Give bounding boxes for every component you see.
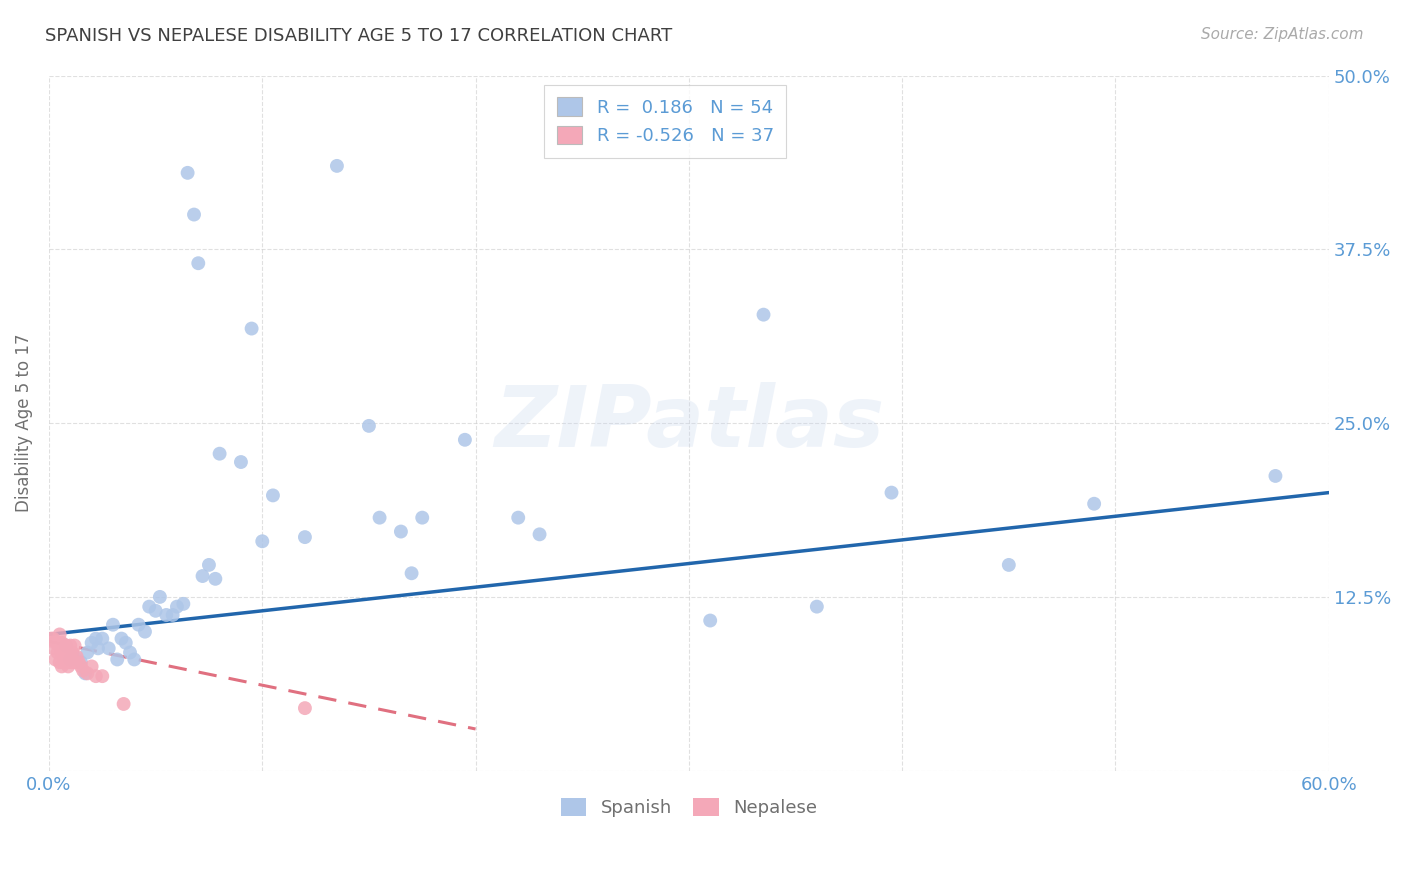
Point	[63, 655, 86, 669]
Point	[84, 632, 107, 646]
Point	[155, 607, 177, 622]
Point	[752, 308, 775, 322]
Point	[56, 655, 79, 669]
Point	[63, 649, 86, 664]
Point	[294, 701, 316, 715]
Y-axis label: Disability Age 5 to 17: Disability Age 5 to 17	[15, 334, 32, 512]
Point	[240, 321, 263, 335]
Point	[198, 558, 221, 572]
Point	[44, 652, 66, 666]
Point	[149, 590, 172, 604]
Point	[51, 659, 73, 673]
Point	[124, 652, 146, 666]
Point	[294, 530, 316, 544]
Point	[183, 208, 205, 222]
Point	[91, 669, 114, 683]
Point	[454, 433, 477, 447]
Point	[42, 632, 65, 646]
Point	[508, 510, 530, 524]
Point	[51, 646, 73, 660]
Point	[52, 655, 75, 669]
Point	[42, 641, 65, 656]
Point	[262, 488, 284, 502]
Point	[411, 510, 433, 524]
Point	[229, 455, 252, 469]
Point	[172, 597, 194, 611]
Point	[51, 636, 73, 650]
Point	[97, 641, 120, 656]
Point	[134, 624, 156, 639]
Point	[75, 666, 97, 681]
Point	[84, 669, 107, 683]
Point	[204, 572, 226, 586]
Point	[46, 646, 69, 660]
Point	[128, 617, 150, 632]
Point	[76, 666, 98, 681]
Point	[105, 652, 128, 666]
Point	[880, 485, 903, 500]
Point	[55, 639, 77, 653]
Text: SPANISH VS NEPALESE DISABILITY AGE 5 TO 17 CORRELATION CHART: SPANISH VS NEPALESE DISABILITY AGE 5 TO …	[45, 27, 672, 45]
Point	[76, 646, 98, 660]
Text: Source: ZipAtlas.com: Source: ZipAtlas.com	[1201, 27, 1364, 42]
Point	[59, 649, 82, 664]
Point	[59, 652, 82, 666]
Point	[62, 655, 84, 669]
Point	[48, 655, 70, 669]
Point	[80, 636, 103, 650]
Point	[56, 659, 79, 673]
Text: ZIPatlas: ZIPatlas	[494, 382, 884, 465]
Point	[699, 614, 721, 628]
Point	[67, 655, 90, 669]
Point	[252, 534, 274, 549]
Point	[529, 527, 551, 541]
Point	[56, 646, 79, 660]
Point	[70, 659, 93, 673]
Point	[368, 510, 391, 524]
Point	[401, 566, 423, 581]
Point	[138, 599, 160, 614]
Point	[70, 655, 93, 669]
Point	[87, 641, 110, 656]
Point	[326, 159, 349, 173]
Point	[101, 617, 124, 632]
Point	[1083, 497, 1105, 511]
Point	[110, 632, 132, 646]
Point	[46, 636, 69, 650]
Point	[357, 418, 380, 433]
Legend: Spanish, Nepalese: Spanish, Nepalese	[554, 790, 824, 824]
Point	[118, 646, 141, 660]
Point	[39, 632, 62, 646]
Point	[66, 649, 89, 664]
Point	[1264, 469, 1286, 483]
Point	[191, 569, 214, 583]
Point	[48, 639, 70, 653]
Point	[114, 636, 136, 650]
Point	[52, 649, 75, 664]
Point	[80, 659, 103, 673]
Point	[59, 639, 82, 653]
Point	[112, 697, 135, 711]
Point	[44, 636, 66, 650]
Point	[52, 639, 75, 653]
Point	[166, 599, 188, 614]
Point	[63, 639, 86, 653]
Point	[389, 524, 412, 539]
Point	[48, 627, 70, 641]
Point	[62, 646, 84, 660]
Point	[208, 447, 231, 461]
Point	[72, 664, 94, 678]
Point	[806, 599, 828, 614]
Point	[55, 646, 77, 660]
Point	[55, 639, 77, 653]
Point	[187, 256, 209, 270]
Point	[145, 604, 167, 618]
Point	[91, 632, 114, 646]
Point	[998, 558, 1021, 572]
Point	[162, 607, 184, 622]
Point	[176, 166, 198, 180]
